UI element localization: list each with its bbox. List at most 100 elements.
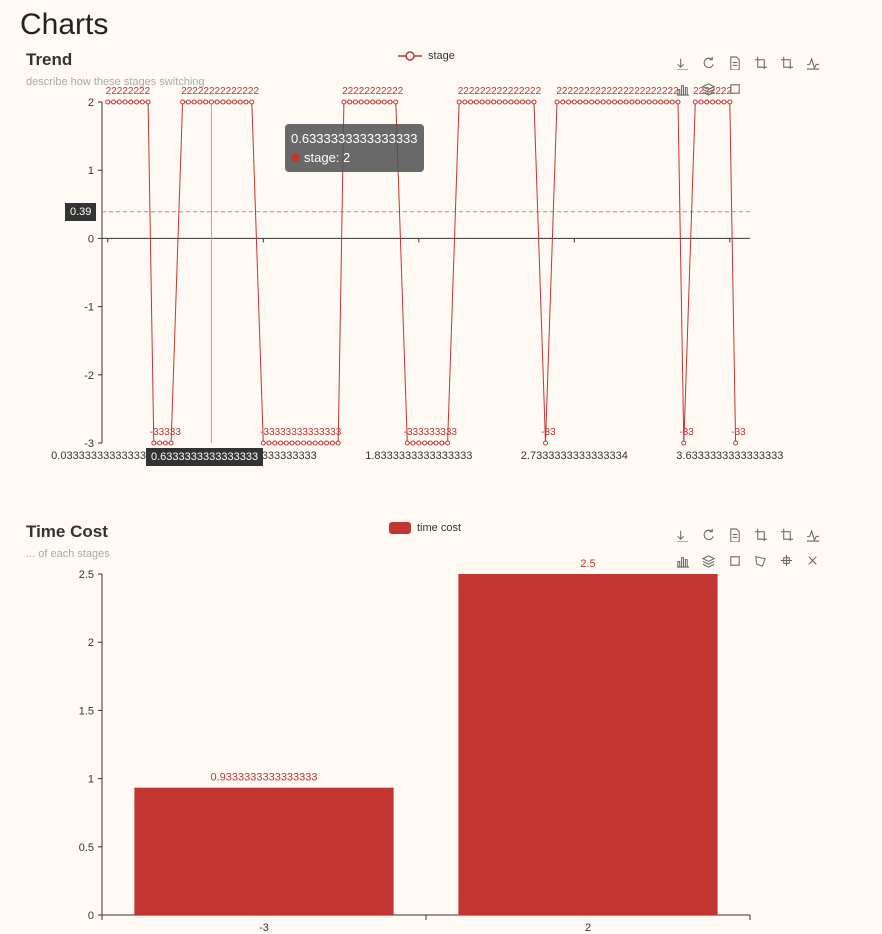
time-cost-legend[interactable]: time cost [389, 522, 461, 534]
download-icon[interactable] [674, 526, 692, 544]
data-point [715, 99, 721, 105]
data-point [266, 440, 272, 446]
y-tick-label: 0 [88, 910, 94, 922]
data-point [658, 99, 664, 105]
data-point [566, 99, 572, 105]
zoom-reset-icon[interactable] [778, 54, 796, 72]
rect-select-icon[interactable] [726, 552, 744, 570]
data-point [491, 99, 497, 105]
data-point [231, 99, 237, 105]
line-chart-icon[interactable] [804, 526, 822, 544]
data-point [433, 440, 439, 446]
data-point [675, 99, 681, 105]
data-point [208, 99, 214, 105]
data-point [514, 99, 520, 105]
data-label: -333333333 [404, 427, 458, 438]
data-point [733, 440, 739, 446]
data-point [640, 99, 646, 105]
data-point [393, 99, 399, 105]
data-label: -33333 [150, 427, 182, 438]
data-point [139, 99, 145, 105]
data-point [721, 99, 727, 105]
data-view-icon[interactable] [726, 54, 744, 72]
data-point [116, 99, 122, 105]
trend-subtitle: describe how these stages switching [26, 76, 205, 88]
data-point [312, 440, 318, 446]
data-point [381, 99, 387, 105]
y-tick-label: 1 [88, 165, 94, 177]
keep-select-icon[interactable] [778, 552, 796, 570]
line-chart-icon[interactable] [804, 54, 822, 72]
data-label: 222222222222222 [458, 86, 542, 97]
data-point [577, 99, 583, 105]
data-point [468, 99, 474, 105]
data-point [237, 99, 243, 105]
data-point [560, 99, 566, 105]
data-point [197, 99, 203, 105]
data-point [318, 440, 324, 446]
data-label: -33 [731, 427, 746, 438]
data-point [191, 99, 197, 105]
data-point [122, 99, 128, 105]
zoom-icon[interactable] [752, 54, 770, 72]
y-tick-label: 2 [88, 97, 94, 109]
data-point [151, 440, 157, 446]
stack-icon[interactable] [700, 552, 718, 570]
data-point [589, 99, 595, 105]
data-label: -33 [541, 427, 556, 438]
trend-title: Trend [26, 50, 73, 69]
legend-label: stage [428, 50, 455, 62]
legend-label: time cost [417, 522, 462, 534]
data-point [180, 99, 186, 105]
clear-select-icon[interactable] [804, 552, 822, 570]
data-label: 22222222222222 [181, 86, 259, 97]
zoom-icon[interactable] [752, 526, 770, 544]
y-tick-label: -3 [84, 438, 94, 450]
y-tick-label: -2 [84, 370, 94, 382]
data-point [111, 99, 117, 105]
data-point [617, 99, 623, 105]
bar-chart-icon[interactable] [674, 80, 692, 98]
trend-chart: Trend describe how these stages switchin… [0, 44, 882, 474]
time-cost-title: Time Cost [26, 522, 108, 541]
data-view-icon[interactable] [726, 526, 744, 544]
trend-legend-stage[interactable]: stage [398, 50, 455, 62]
data-point [335, 440, 341, 446]
data-point [329, 440, 335, 446]
bar-chart-icon[interactable] [674, 552, 692, 570]
y-tick-label: -1 [84, 302, 94, 314]
rect-select-icon[interactable] [726, 80, 744, 98]
data-point [364, 99, 370, 105]
data-point [203, 99, 209, 105]
page-title: Charts [20, 8, 109, 41]
data-point [571, 99, 577, 105]
data-point [249, 99, 255, 105]
x-tick-label: -3 [259, 922, 269, 934]
data-point [462, 99, 468, 105]
data-point [162, 440, 168, 446]
data-point [629, 99, 635, 105]
data-point [439, 440, 445, 446]
data-point [134, 99, 140, 105]
tooltip-series-value: stage: 2 [304, 150, 351, 165]
data-point [485, 99, 491, 105]
data-point [157, 440, 163, 446]
zoom-reset-icon[interactable] [778, 526, 796, 544]
x-axis-pointer-label: 0.6333333333333333 [146, 448, 264, 466]
refresh-icon[interactable] [700, 526, 718, 544]
data-point [531, 99, 537, 105]
polygon-select-icon[interactable] [752, 552, 770, 570]
stack-icon[interactable] [700, 80, 718, 98]
data-point [278, 440, 284, 446]
bar--3 [134, 787, 394, 915]
data-point [606, 99, 612, 105]
data-point [347, 99, 353, 105]
data-point [168, 440, 174, 446]
download-icon[interactable] [674, 54, 692, 72]
data-label: 2222222 [693, 86, 732, 97]
y-tick-label: 0 [88, 233, 94, 245]
data-point [698, 99, 704, 105]
data-point [289, 440, 295, 446]
refresh-icon[interactable] [700, 54, 718, 72]
trend-toolbox [674, 54, 824, 98]
